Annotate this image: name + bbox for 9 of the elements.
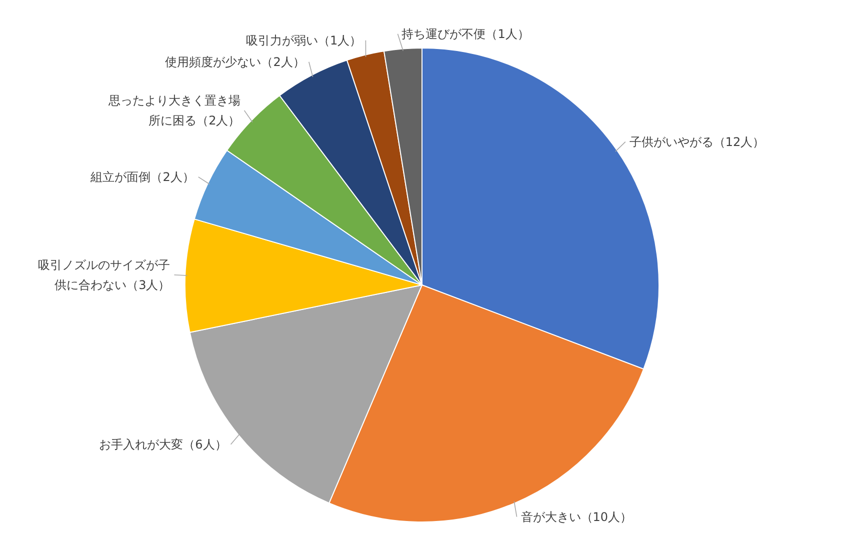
slice-label: 持ち運びが不便（1人） xyxy=(402,26,530,41)
slice-label: 使用頻度が少ない（2人） xyxy=(165,54,305,69)
slice-label: 思ったより大きく置き場所に困る（2人） xyxy=(107,93,240,128)
slice-label: 吸引ノズルのサイズが子供に合わない（3人） xyxy=(38,258,170,292)
slice-label: 組立が面倒（2人） xyxy=(90,170,194,184)
slice-label: お手入れが大変（6人） xyxy=(99,437,227,452)
slice-label: 吸引力が弱い（1人） xyxy=(246,33,362,48)
slice-label: 子供がいやがる（12人） xyxy=(629,134,765,149)
slice-label: 音が大きい（10人） xyxy=(520,510,632,524)
